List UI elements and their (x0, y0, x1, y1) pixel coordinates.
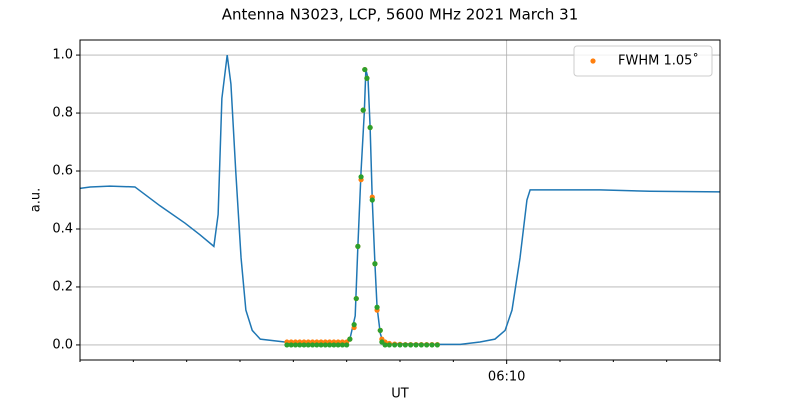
y-tick-label: 0.4 (52, 221, 73, 236)
data-point (347, 336, 353, 342)
y-axis-label: a.u. (29, 188, 44, 212)
data-point (351, 322, 357, 328)
data-point (402, 342, 408, 348)
data-point (367, 124, 373, 131)
data-point (344, 342, 350, 348)
data-point (301, 342, 307, 348)
legend-label: FWHM 1.05˚ (618, 53, 699, 69)
data-line (80, 54, 720, 346)
data-point (353, 295, 359, 302)
data-point (377, 327, 383, 334)
data-point (297, 342, 303, 348)
data-point (335, 342, 341, 348)
data-point (374, 304, 380, 310)
data-point (434, 342, 440, 348)
data-point (372, 261, 378, 267)
data-point (418, 342, 424, 348)
chart-title: Antenna N3023, LCP, 5600 MHz 2021 March … (222, 6, 579, 24)
data-point (397, 342, 403, 348)
data-point (358, 174, 364, 180)
data-point (392, 342, 398, 348)
data-point (305, 342, 311, 348)
data-point (288, 342, 294, 348)
data-point (413, 342, 419, 348)
data-point (284, 342, 290, 348)
data-point (429, 342, 435, 348)
data-point (408, 342, 414, 348)
data-point (386, 342, 392, 348)
data-point (360, 107, 366, 113)
data-point (309, 342, 316, 348)
legend-marker (590, 58, 596, 64)
plot-frame (79, 39, 721, 361)
data-point (339, 342, 345, 348)
data-point (355, 243, 361, 249)
y-tick-label: 0.8 (52, 106, 73, 121)
x-axis-label: UT (391, 387, 409, 401)
data-point (362, 66, 368, 73)
data-point (364, 75, 370, 81)
data-point (382, 342, 388, 348)
y-tick-label: 0.2 (52, 279, 73, 294)
data-point (369, 197, 375, 203)
plot-area (80, 54, 720, 348)
y-tick-label: 0.6 (52, 164, 73, 179)
x-tick-label: 06:10 (488, 370, 525, 385)
legend-box (573, 45, 713, 77)
data-point (331, 342, 337, 348)
y-tick-label: 1.0 (52, 48, 73, 63)
data-point (314, 342, 320, 348)
data-point (292, 342, 299, 348)
data-point (424, 342, 430, 348)
data-point (322, 342, 328, 348)
y-tick-label: 0.0 (52, 337, 73, 352)
data-point (318, 342, 324, 348)
data-point (327, 342, 333, 348)
